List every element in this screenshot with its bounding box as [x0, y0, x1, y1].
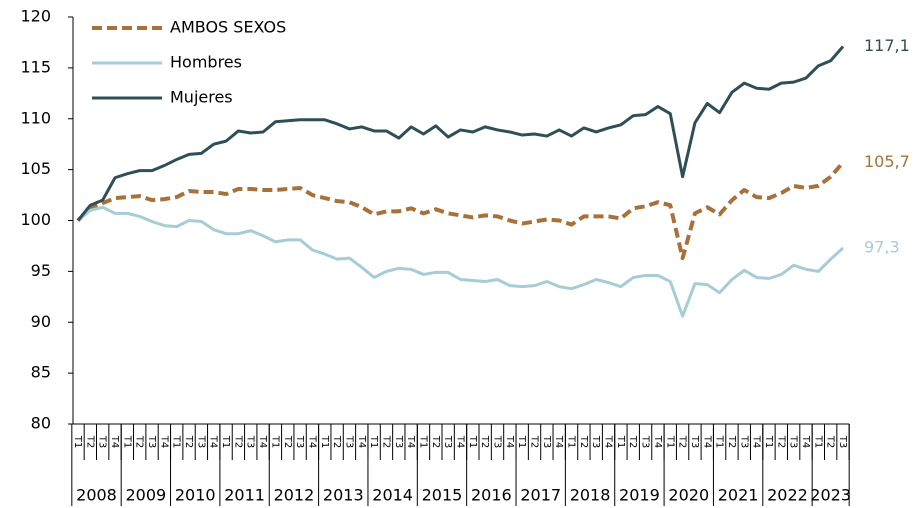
legend-label: AMBOS SEXOS [170, 18, 286, 37]
x-tick-label: T1 [566, 435, 577, 448]
x-tick-label: T3 [294, 435, 305, 448]
x-tick-label: T4 [800, 435, 811, 448]
x-tick-label: T4 [701, 435, 712, 448]
x-tick-label: T3 [195, 435, 206, 448]
x-tick-label: T1 [615, 435, 626, 448]
x-tick-label: T4 [504, 435, 515, 448]
x-tick-label: T1 [72, 435, 83, 448]
year-label: 2020 [668, 486, 709, 505]
year-label: 2023 [810, 486, 851, 505]
x-tick-label: T3 [541, 435, 552, 448]
x-tick-label: T1 [171, 435, 182, 448]
x-tick-label: T2 [430, 435, 441, 448]
x-tick-label: T3 [146, 435, 157, 448]
x-tick-label: T3 [393, 435, 404, 448]
year-label: 2017 [520, 486, 561, 505]
series-line [76, 45, 845, 222]
year-label: 2012 [274, 486, 315, 505]
x-tick-label: T4 [553, 435, 564, 448]
x-tick-label: T2 [726, 435, 737, 448]
year-label: 2018 [570, 486, 611, 505]
x-tick-label: T2 [479, 435, 490, 448]
x-tick-label: T2 [677, 435, 688, 448]
legend-label: Hombres [170, 53, 242, 72]
year-label: 2022 [767, 486, 808, 505]
x-tick-label: T3 [343, 435, 354, 448]
x-tick-label: T3 [837, 435, 848, 448]
y-tick-label: 105 [20, 159, 51, 178]
x-tick-label: T1 [368, 435, 379, 448]
end-label: 97,3 [864, 237, 900, 256]
x-tick-label: T3 [442, 435, 453, 448]
x-tick-label: T4 [455, 435, 466, 448]
x-tick-label: T3 [738, 435, 749, 448]
x-tick-label: T2 [627, 435, 638, 448]
x-tick-label: T4 [652, 435, 663, 448]
year-label: 2008 [76, 486, 117, 505]
year-label: 2019 [619, 486, 660, 505]
x-tick-label: T3 [689, 435, 700, 448]
year-label: 2013 [323, 486, 364, 505]
x-tick-label: T1 [812, 435, 823, 448]
x-tick-label: T1 [714, 435, 725, 448]
year-label: 2014 [372, 486, 413, 505]
series-line [77, 205, 845, 318]
y-tick-label: 95 [31, 261, 51, 280]
y-tick-label: 115 [20, 57, 51, 76]
y-tick-label: 85 [31, 363, 51, 382]
x-tick-label: T1 [121, 435, 132, 448]
x-tick-label: T4 [306, 435, 317, 448]
x-tick-label: T2 [331, 435, 342, 448]
x-tick-label: T2 [529, 435, 540, 448]
year-label: 2021 [718, 486, 759, 505]
x-tick-label: T4 [158, 435, 169, 448]
y-tick-label: 90 [31, 312, 51, 331]
x-tick-label: T2 [183, 435, 194, 448]
year-label: 2016 [471, 486, 512, 505]
x-tick-label: T2 [84, 435, 95, 448]
y-tick-label: 120 [20, 7, 51, 26]
series-line [76, 161, 845, 261]
x-tick-label: T1 [319, 435, 330, 448]
x-tick-label: T3 [590, 435, 601, 448]
x-tick-label: T4 [257, 435, 268, 448]
x-tick-label: T3 [788, 435, 799, 448]
x-tick-label: T1 [467, 435, 478, 448]
x-tick-label: T4 [603, 435, 614, 448]
legend-label: Mujeres [170, 88, 233, 107]
x-tick-label: T4 [208, 435, 219, 448]
x-tick-label: T3 [97, 435, 108, 448]
x-tick-label: T2 [825, 435, 836, 448]
end-label: 117,1 [864, 36, 910, 55]
x-tick-label: T4 [356, 435, 367, 448]
x-tick-label: T4 [751, 435, 762, 448]
x-tick-label: T3 [492, 435, 503, 448]
x-tick-label: T2 [775, 435, 786, 448]
x-tick-label: T2 [134, 435, 145, 448]
year-label: 2010 [175, 486, 216, 505]
x-tick-label: T4 [405, 435, 416, 448]
x-tick-label: T3 [640, 435, 651, 448]
y-tick-label: 110 [20, 108, 51, 127]
x-tick-label: T3 [245, 435, 256, 448]
y-tick-label: 100 [20, 210, 51, 229]
x-tick-label: T1 [417, 435, 428, 448]
x-tick-label: T2 [282, 435, 293, 448]
x-tick-label: T4 [109, 435, 120, 448]
x-tick-label: T2 [380, 435, 391, 448]
y-tick-label: 80 [31, 414, 51, 433]
year-label: 2011 [224, 486, 265, 505]
x-tick-label: T1 [220, 435, 231, 448]
x-tick-label: T1 [269, 435, 280, 448]
x-tick-label: T2 [232, 435, 243, 448]
x-tick-label: T1 [664, 435, 675, 448]
x-tick-label: T1 [763, 435, 774, 448]
year-label: 2009 [126, 486, 167, 505]
x-tick-label: T2 [578, 435, 589, 448]
end-label: 105,7 [864, 152, 910, 171]
year-label: 2015 [422, 486, 463, 505]
x-tick-label: T1 [516, 435, 527, 448]
